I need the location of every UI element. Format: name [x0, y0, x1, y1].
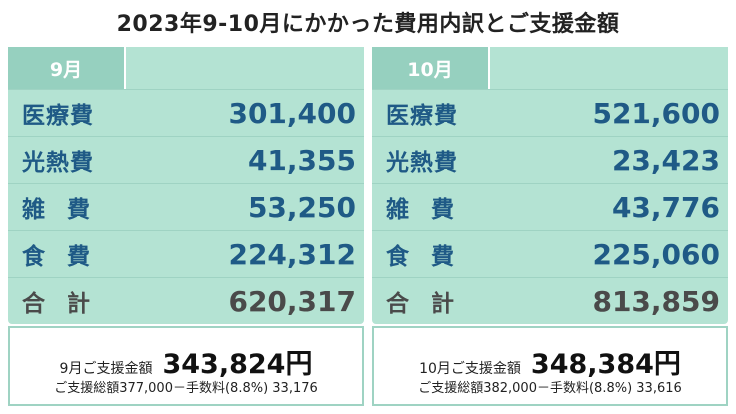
total-row: 合計 620,317 [8, 277, 364, 324]
table-row: 光熱費 23,423 [372, 136, 728, 183]
row-value: 225,060 [592, 237, 720, 271]
row-label: 雑費 [22, 197, 112, 223]
row-label: 食費 [386, 244, 476, 270]
table-row: 食費 224,312 [8, 230, 364, 277]
support-detail: ご支援総額382,000－手数料(8.8%) 33,616 [418, 381, 682, 396]
table-row: 医療費 301,400 [8, 89, 364, 136]
row-label: 光熱費 [22, 150, 94, 176]
table-row: 光熱費 41,355 [8, 136, 364, 183]
header-blank [490, 47, 728, 89]
month-header: 10月 [372, 47, 490, 89]
september-support-box: 9月ご支援金額 343,824円 ご支援総額377,000－手数料(8.8%) … [8, 326, 364, 406]
october-table: 10月 医療費 521,600 光熱費 23,423 雑費 43,776 食費 … [372, 47, 728, 324]
row-label: 医療費 [386, 103, 458, 129]
row-label: 医療費 [22, 103, 94, 129]
row-value: 301,400 [228, 96, 356, 130]
row-label: 合計 [386, 291, 476, 317]
total-row: 合計 813,859 [372, 277, 728, 324]
row-value: 41,355 [247, 143, 356, 177]
row-label: 合計 [22, 291, 112, 317]
row-value: 53,250 [247, 190, 356, 224]
row-label: 光熱費 [386, 150, 458, 176]
table-row: 食費 225,060 [372, 230, 728, 277]
header-blank [126, 47, 364, 89]
support-summary: 9月ご支援金額 343,824円 [10, 342, 362, 381]
row-label: 食費 [22, 244, 112, 270]
support-summary: 10月ご支援金額 348,384円 [374, 342, 726, 381]
row-value: 813,859 [592, 284, 720, 318]
row-value: 224,312 [228, 237, 356, 271]
support-label: 10月ご支援金額 [419, 361, 521, 377]
row-value: 521,600 [592, 96, 720, 130]
october-support-box: 10月ご支援金額 348,384円 ご支援総額382,000－手数料(8.8%)… [372, 326, 728, 406]
row-label: 雑費 [386, 197, 476, 223]
row-value: 23,423 [611, 143, 720, 177]
table-header: 10月 [372, 47, 728, 89]
support-amount: 348,384円 [530, 349, 681, 380]
support-label: 9月ご支援金額 [59, 361, 153, 377]
september-table: 9月 医療費 301,400 光熱費 41,355 雑費 53,250 食費 2… [8, 47, 364, 324]
table-header: 9月 [8, 47, 364, 89]
month-header: 9月 [8, 47, 126, 89]
row-value: 43,776 [611, 190, 720, 224]
table-row: 雑費 53,250 [8, 183, 364, 230]
table-row: 医療費 521,600 [372, 89, 728, 136]
table-row: 雑費 43,776 [372, 183, 728, 230]
support-detail: ご支援総額377,000－手数料(8.8%) 33,176 [54, 381, 318, 396]
row-value: 620,317 [228, 284, 356, 318]
page-title: 2023年9-10月にかかった費用内訳とご支援金額 [116, 12, 620, 37]
support-amount: 343,824円 [162, 349, 313, 380]
